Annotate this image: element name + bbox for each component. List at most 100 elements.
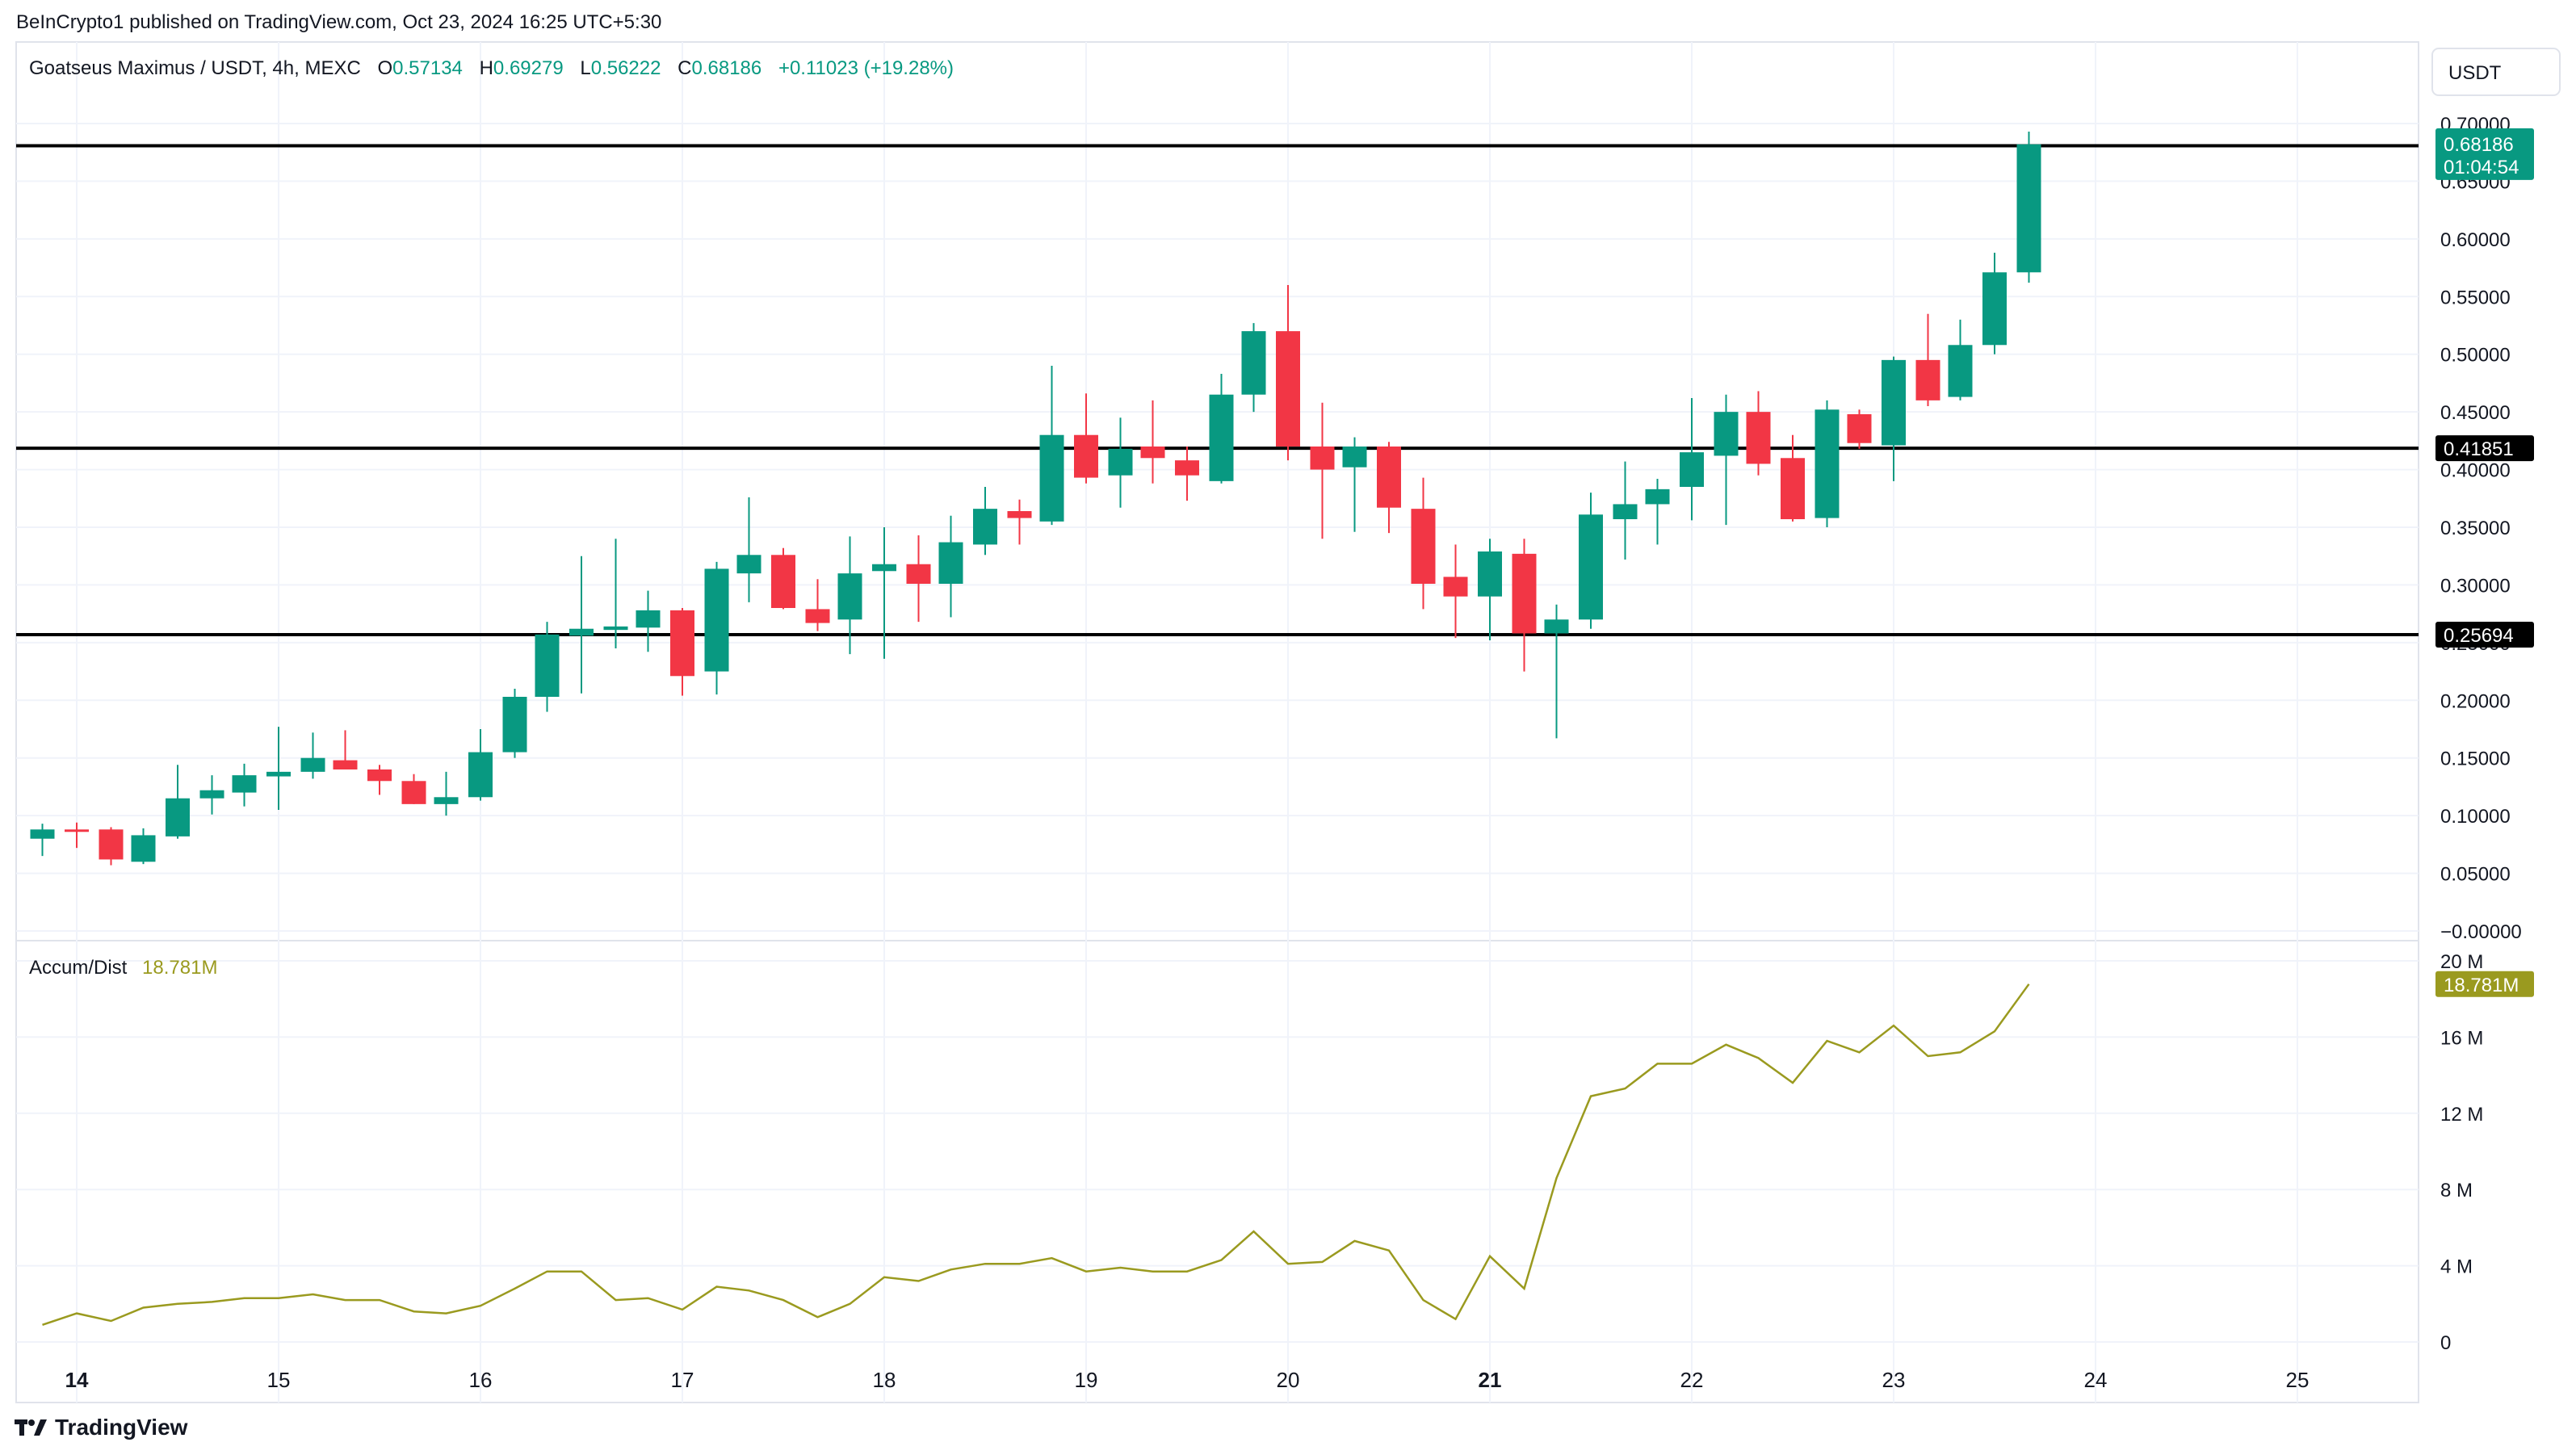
change-value: +0.11023 (+19.28%) <box>778 57 954 79</box>
candle-body <box>669 610 695 677</box>
candle-body <box>1847 414 1872 443</box>
candle-body <box>232 775 257 793</box>
price-tick-label: 0.40000 <box>2440 460 2511 482</box>
time-tick-label: 19 <box>1075 1368 1098 1392</box>
level-badge-label: 0.25694 <box>2444 625 2514 647</box>
indicator-title: Accum/Dist <box>29 957 128 979</box>
candle-body <box>2016 144 2041 273</box>
candle-body <box>1948 345 1973 397</box>
low-label: L <box>580 57 590 79</box>
candle-body <box>805 609 830 623</box>
candle-body <box>1613 504 1638 519</box>
price-tick-label: 0.20000 <box>2440 690 2511 712</box>
price-tick-label: 0.35000 <box>2440 518 2511 539</box>
indicator-tick-label: 20 M <box>2440 951 2483 973</box>
time-tick-label: 23 <box>1882 1368 1906 1392</box>
price-tick-label: 0.45000 <box>2440 402 2511 424</box>
grid-lines <box>15 41 2419 1403</box>
close-label: C <box>678 57 691 79</box>
indicator-pane-border <box>15 940 2419 1403</box>
price-tick-label: 0.30000 <box>2440 575 2511 597</box>
open-label: O <box>377 57 392 79</box>
candle-body <box>1108 448 1133 476</box>
price-tick-label: 0.15000 <box>2440 748 2511 770</box>
axes: 0.700000.650000.600000.550000.500000.450… <box>65 114 2534 1392</box>
candle-body <box>199 790 224 799</box>
time-tick-label: 20 <box>1277 1368 1300 1392</box>
candle-body <box>736 555 761 574</box>
candle-body <box>1645 488 1670 505</box>
high-label: H <box>480 57 493 79</box>
candle-body <box>266 771 292 777</box>
candle-body <box>401 781 426 804</box>
indicator-tick-label: 4 M <box>2440 1256 2473 1278</box>
time-tick-label: 24 <box>2084 1368 2108 1392</box>
svg-text:Accum/Dist 18.781M: Accum/Dist 18.781M <box>29 957 217 979</box>
time-tick-label: 21 <box>1479 1368 1502 1392</box>
candle-body <box>1578 514 1604 620</box>
candle-body <box>30 829 55 839</box>
candle-body <box>1915 359 1940 400</box>
candle-body <box>165 798 191 837</box>
indicator-tick-label: 8 M <box>2440 1180 2473 1201</box>
time-tick-label: 25 <box>2286 1368 2310 1392</box>
time-tick-label: 15 <box>267 1368 291 1392</box>
bar-countdown-label: 01:04:54 <box>2444 157 2519 178</box>
candle-body <box>1477 551 1503 597</box>
candle-body <box>704 568 729 672</box>
time-tick-label: 17 <box>671 1368 694 1392</box>
candle-body <box>1275 331 1301 447</box>
indicator-tick-label: 12 M <box>2440 1104 2483 1126</box>
candle-body <box>1679 452 1705 487</box>
candle-body <box>1209 394 1234 481</box>
candle-body <box>1746 412 1771 464</box>
tradingview-brand[interactable]: TradingView <box>15 1415 187 1440</box>
candlestick-series <box>30 132 2041 866</box>
price-tick-label: 0.05000 <box>2440 864 2511 886</box>
candle-body <box>1241 331 1266 395</box>
candle-body <box>300 757 325 772</box>
candle-body <box>837 573 862 620</box>
price-pane-border <box>15 41 2419 941</box>
candle-body <box>1815 409 1840 518</box>
last-price-badge <box>2435 128 2534 180</box>
candle-body <box>1310 447 1335 470</box>
candle-body <box>1714 412 1739 456</box>
candle-body <box>502 697 527 753</box>
level-badge <box>2435 621 2534 648</box>
accum-dist-line <box>42 983 2030 1326</box>
candle-body <box>603 626 628 631</box>
published-note: BeInCrypto1 published on TradingView.com… <box>16 11 662 33</box>
high-value: 0.69279 <box>493 57 564 79</box>
candle-body <box>1544 619 1569 634</box>
candle-body <box>906 564 931 584</box>
candle-body <box>1881 359 1907 446</box>
candle-body <box>770 555 796 608</box>
price-tick-label: 0.55000 <box>2440 287 2511 308</box>
indicator-value-badge <box>2435 971 2534 997</box>
candle-body <box>871 564 897 572</box>
open-value: 0.57134 <box>392 57 463 79</box>
candle-body <box>131 835 156 862</box>
last-price-label: 0.68186 <box>2444 134 2514 156</box>
candle-body <box>1174 460 1200 476</box>
currency-button[interactable]: USDT <box>2431 48 2561 96</box>
candle-body <box>333 760 358 769</box>
indicator-tick-label: 0 <box>2440 1332 2451 1354</box>
candle-body <box>367 769 392 782</box>
candle-body <box>1140 447 1165 459</box>
time-tick-label: 14 <box>65 1368 89 1392</box>
candle-body <box>1982 272 2008 346</box>
time-tick-label: 18 <box>873 1368 896 1392</box>
candle-body <box>1039 434 1064 522</box>
level-badge-label: 0.41851 <box>2444 438 2514 460</box>
candle-body <box>1342 447 1367 468</box>
candle-body <box>1780 458 1806 519</box>
candle-body <box>535 634 560 697</box>
candle-body <box>1512 553 1537 634</box>
horizontal-levels <box>16 144 2419 636</box>
indicator-value-badge-label: 18.781M <box>2444 975 2519 996</box>
candle-body <box>99 829 124 860</box>
candle-body <box>1073 434 1099 478</box>
